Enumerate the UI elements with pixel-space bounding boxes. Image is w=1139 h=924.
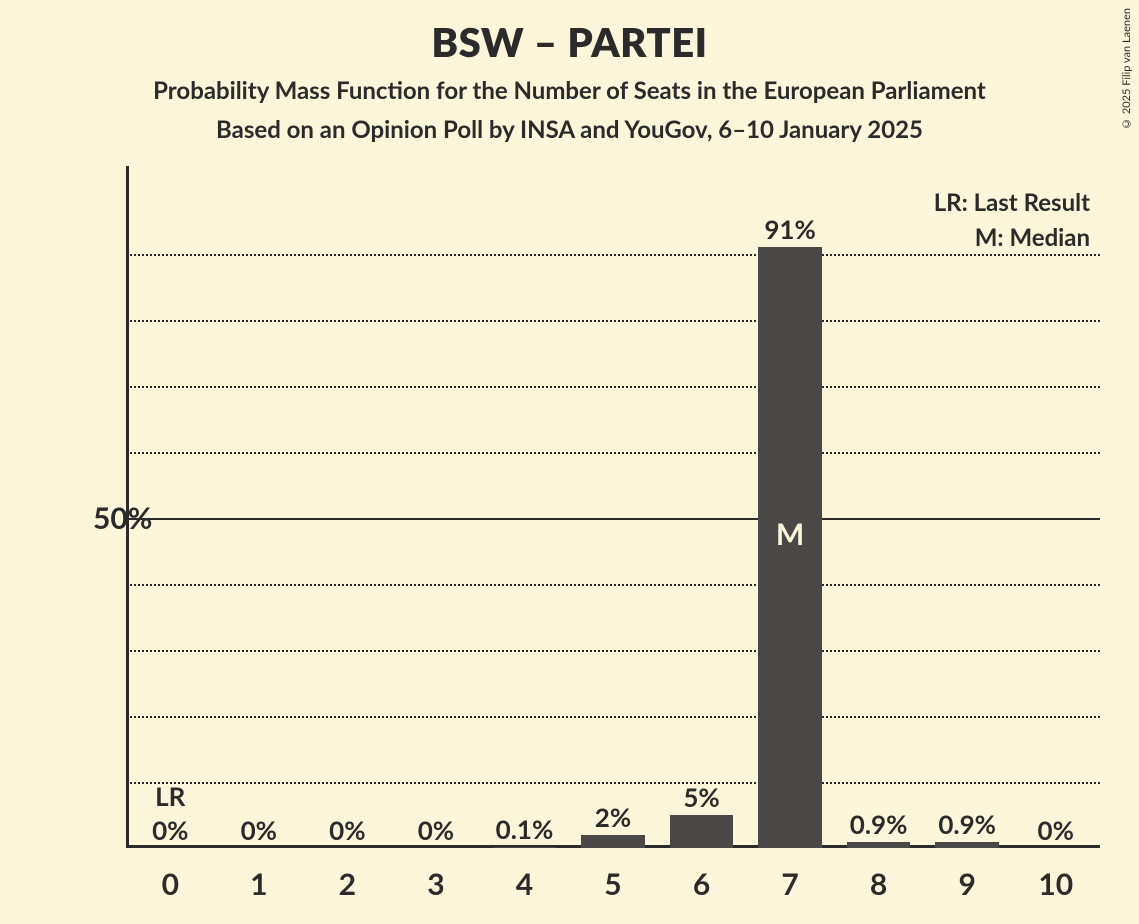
bar-value-label: 0%	[303, 814, 392, 846]
chart-bars: 0%LR00%10%20%30.1%42%55%691%M70.9%80.9%9…	[126, 188, 1100, 848]
bar-value-label: 5%	[657, 781, 746, 813]
x-axis-tick: 3	[392, 848, 481, 902]
bar-value-label: 0.1%	[480, 813, 569, 845]
chart-area: 50% LR: Last Result M: Median 0%LR00%10%…	[88, 188, 1100, 848]
chart-plot: LR: Last Result M: Median 0%LR00%10%20%3…	[126, 188, 1100, 848]
bar-value-label: 0%	[215, 814, 304, 846]
bar-value-label: 0%	[1011, 814, 1100, 846]
bar-value-label: 0.9%	[834, 808, 923, 840]
bar-value-label: 2%	[569, 801, 658, 833]
bar-slot: 91%M7	[746, 188, 835, 848]
bar-slot: 5%6	[657, 188, 746, 848]
bar-slot: 0%3	[392, 188, 481, 848]
copyright-text: © 2025 Filip van Laenen	[1120, 8, 1133, 130]
bar-slot: 0%2	[303, 188, 392, 848]
bar-median-label: M	[746, 516, 835, 552]
x-axis-tick: 2	[303, 848, 392, 902]
chart-title: BSW – PARTEI	[0, 18, 1139, 66]
chart-bar	[581, 835, 645, 848]
bar-slot: 0.9%9	[923, 188, 1012, 848]
bar-slot: 0.1%4	[480, 188, 569, 848]
x-axis-tick: 7	[746, 848, 835, 902]
bar-slot: 0%10	[1011, 188, 1100, 848]
bar-value-label: 0.9%	[923, 808, 1012, 840]
bar-lr-label: LR	[126, 780, 215, 812]
bar-value-label: 0%	[392, 814, 481, 846]
chart-subtitle-2: Based on an Opinion Poll by INSA and You…	[0, 115, 1139, 144]
bar-value-label: 0%	[126, 814, 215, 846]
x-axis-tick: 9	[923, 848, 1012, 902]
bar-value-label: 91%	[746, 213, 835, 245]
bar-slot: 0.9%8	[834, 188, 923, 848]
x-axis-tick: 6	[657, 848, 746, 902]
x-axis-tick: 10	[1011, 848, 1100, 902]
x-axis-tick: 5	[569, 848, 658, 902]
x-axis-tick: 0	[126, 848, 215, 902]
x-axis-tick: 8	[834, 848, 923, 902]
chart-subtitle-1: Probability Mass Function for the Number…	[0, 76, 1139, 105]
bar-slot: 0%LR0	[126, 188, 215, 848]
bar-slot: 0%1	[215, 188, 304, 848]
x-axis-tick: 1	[215, 848, 304, 902]
bar-slot: 2%5	[569, 188, 658, 848]
chart-titles: BSW – PARTEI Probability Mass Function f…	[0, 0, 1139, 144]
x-axis-tick: 4	[480, 848, 569, 902]
chart-bar	[670, 815, 734, 848]
